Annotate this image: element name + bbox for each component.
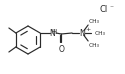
Text: ⁻: ⁻ (109, 3, 113, 12)
Text: CH₃: CH₃ (95, 30, 106, 36)
Text: O: O (58, 45, 64, 54)
Text: Cl: Cl (100, 5, 108, 13)
Text: CH₃: CH₃ (89, 18, 100, 24)
Text: CH₃: CH₃ (89, 42, 100, 48)
Text: H: H (52, 29, 57, 35)
Text: N: N (79, 28, 85, 38)
Text: N: N (50, 29, 55, 38)
Text: +: + (86, 27, 91, 32)
